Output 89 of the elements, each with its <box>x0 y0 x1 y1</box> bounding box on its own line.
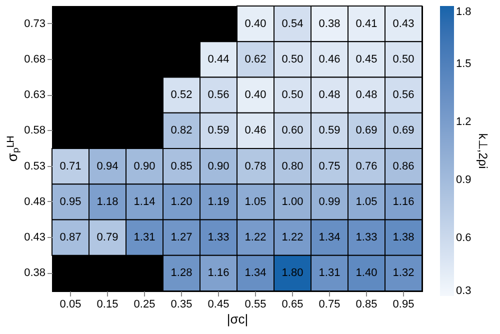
data-label: 0.52 <box>170 89 192 102</box>
data-label: 0.82 <box>170 124 192 137</box>
x-tick-label: 0.05 <box>60 298 82 310</box>
x-tick-label: 0.65 <box>282 298 304 310</box>
data-label: 1.33 <box>356 232 378 244</box>
data-label: 0.71 <box>60 160 82 172</box>
data-label: 0.99 <box>318 196 340 208</box>
data-label: 0.87 <box>60 232 82 244</box>
data-label: 1.34 <box>318 232 340 244</box>
color-bar-label: 0.3 <box>456 285 472 297</box>
data-label: 1.28 <box>170 267 192 280</box>
data-label: 0.50 <box>282 89 304 102</box>
data-label: 0.44 <box>208 53 230 66</box>
data-label: 0.41 <box>356 18 378 30</box>
data-label: 1.22 <box>244 232 266 244</box>
data-label: 1.16 <box>208 267 230 280</box>
data-label: 1.05 <box>356 196 378 208</box>
x-tick-label: 0.95 <box>392 298 414 310</box>
data-label: 0.48 <box>318 89 340 102</box>
data-label: 1.22 <box>282 232 304 244</box>
data-label: 0.69 <box>392 124 414 137</box>
color-bar-label: 1.5 <box>456 58 472 70</box>
data-label: 0.75 <box>318 160 340 172</box>
data-label: 1.05 <box>244 196 266 208</box>
data-label: 0.46 <box>318 53 340 66</box>
data-label: 1.32 <box>392 267 414 280</box>
data-label: 0.50 <box>392 53 414 66</box>
x-tick-label: 0.35 <box>170 298 192 310</box>
y-tick-label: 0.58 <box>24 124 46 137</box>
data-label: 0.86 <box>392 160 414 172</box>
data-label: 1.14 <box>134 196 156 208</box>
data-label: 1.16 <box>392 196 414 208</box>
data-label: 0.56 <box>208 89 230 102</box>
data-label: 0.43 <box>392 18 414 30</box>
data-label: 1.20 <box>170 196 192 208</box>
x-tick-label: 0.85 <box>356 298 378 310</box>
data-label: 0.38 <box>318 18 340 30</box>
data-label: 1.33 <box>208 232 230 244</box>
x-tick-label: 0.25 <box>134 298 156 310</box>
y-tick-label: 0.38 <box>24 267 46 280</box>
data-label: 0.50 <box>282 53 304 66</box>
data-label: 0.85 <box>170 160 192 172</box>
y-axis-title: σₚᴸᴴ <box>4 136 22 162</box>
data-label: 0.59 <box>208 124 230 137</box>
data-label: 0.95 <box>60 196 82 208</box>
y-tick-label: 0.68 <box>24 53 46 66</box>
data-label: 0.48 <box>356 89 378 102</box>
color-bar-label: 0.6 <box>456 232 472 244</box>
y-tick-label: 0.73 <box>24 18 46 30</box>
color-bar-label: 0.9 <box>456 174 472 186</box>
data-label: 1.00 <box>282 196 304 208</box>
color-bar-label: 1.2 <box>456 116 472 128</box>
data-label: 1.34 <box>244 267 266 280</box>
x-tick-label: 0.75 <box>318 298 340 310</box>
x-tick-label: 0.55 <box>244 298 266 310</box>
y-tick-label: 0.43 <box>24 232 46 244</box>
y-tick-label: 0.48 <box>24 196 46 208</box>
y-tick-label: 0.63 <box>24 89 46 102</box>
data-label: 0.90 <box>208 160 230 172</box>
data-label: 1.40 <box>356 267 378 280</box>
data-label: 0.62 <box>244 53 266 66</box>
data-label: 1.19 <box>208 196 230 208</box>
x-tick-label: 0.15 <box>96 298 118 310</box>
data-label: 0.54 <box>282 18 304 30</box>
data-label: 0.94 <box>96 160 118 172</box>
data-label: 1.31 <box>318 267 340 280</box>
x-tick-label: 0.45 <box>208 298 230 310</box>
data-label: 0.76 <box>356 160 378 172</box>
data-label: 0.60 <box>282 124 304 137</box>
data-label: 0.69 <box>356 124 378 137</box>
data-label: 0.46 <box>244 124 266 137</box>
data-label: 1.38 <box>392 232 414 244</box>
data-label: 0.56 <box>392 89 414 102</box>
data-label: 0.40 <box>244 18 266 30</box>
data-label: 0.80 <box>282 160 304 172</box>
data-label: 1.27 <box>170 232 192 244</box>
data-label: 0.59 <box>318 124 340 137</box>
data-label: 0.40 <box>244 89 266 102</box>
data-label: 0.45 <box>356 53 378 66</box>
data-label: 1.80 <box>282 267 304 280</box>
data-label: 0.90 <box>134 160 156 172</box>
color-bar-title: k⊥,2ρi <box>476 133 490 169</box>
data-label: 1.18 <box>96 196 118 208</box>
data-label: 1.31 <box>134 232 156 244</box>
y-tick-label: 0.53 <box>24 160 46 172</box>
data-label: 0.79 <box>96 232 118 244</box>
data-label: 0.78 <box>244 160 266 172</box>
color-bar-label: 1.8 <box>456 6 472 18</box>
x-axis-title: |σc| <box>226 312 248 326</box>
